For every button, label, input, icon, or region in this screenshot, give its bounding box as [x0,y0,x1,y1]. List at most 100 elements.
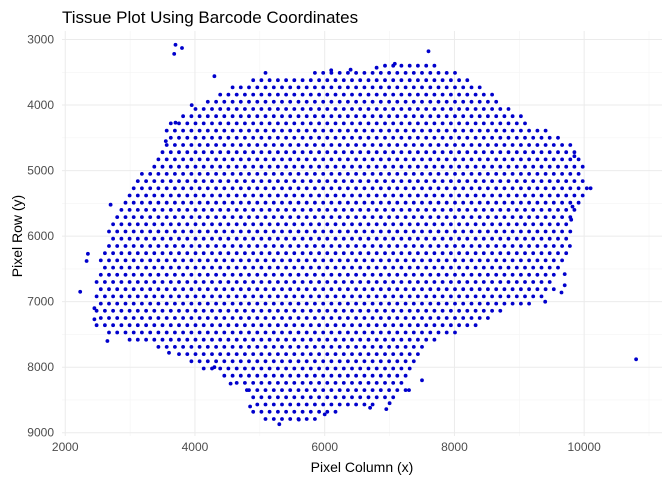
scatter-point [160,208,165,212]
scatter-point [383,366,387,371]
scatter-point [276,323,280,328]
scatter-point [403,272,408,277]
scatter-point [210,280,214,284]
scatter-point [547,193,552,198]
scatter-point [214,316,219,320]
scatter-point [189,157,194,162]
scatter-point [321,359,326,364]
scatter-point [350,352,354,356]
scatter-point [399,280,404,284]
scatter-point [378,316,383,320]
scatter-point [387,99,391,104]
scatter-point [391,337,396,342]
scatter-point [218,280,223,284]
scatter-point [543,157,548,162]
scatter-point [321,229,326,234]
scatter-point [428,172,433,176]
scatter-point [358,352,363,356]
scatter-point [243,92,247,97]
scatter-point [164,330,169,335]
scatter-point [337,402,342,407]
scatter-point [551,186,556,191]
scatter-point [428,114,433,119]
scatter-point [263,330,268,335]
scatter-point [346,229,350,234]
scatter-point [288,316,293,320]
scatter-point [449,294,453,299]
scatter-point [486,301,490,306]
scatter-point [416,208,420,212]
scatter-point [506,179,511,184]
scatter-point [255,157,260,162]
scatter-point [255,388,260,392]
scatter-point [255,287,260,292]
scatter-point [300,150,305,155]
scatter-point [308,265,313,270]
scatter-point [292,78,297,83]
scatter-point [348,67,353,72]
scatter-point [218,251,223,256]
scatter-point [346,85,350,90]
scatter-point [370,99,375,104]
scatter-point [214,287,219,292]
scatter-point [362,244,367,248]
scatter-point [481,193,486,198]
scatter-point [263,71,268,75]
scatter-point [477,316,482,320]
scatter-point [469,172,474,176]
scatter-point [247,345,251,349]
scatter-point [300,409,305,414]
scatter-point [378,186,383,191]
scatter-point [325,308,330,313]
scatter-point [354,345,358,349]
scatter-point [358,236,363,241]
scatter-point [329,68,334,73]
scatter-point [284,409,288,414]
scatter-point [140,258,144,263]
scatter-point [152,236,157,241]
scatter-point [259,135,264,140]
scatter-point [222,172,227,176]
scatter-point [222,99,227,104]
scatter-point [313,417,317,421]
scatter-point [329,186,334,191]
scatter-point [527,272,531,277]
scatter-point [411,258,416,263]
scatter-point [218,135,223,140]
scatter-point [469,244,474,248]
scatter-point [378,244,383,248]
scatter-point [461,272,466,277]
scatter-point [152,193,157,198]
scatter-point [181,215,186,220]
scatter-point [395,215,400,220]
scatter-point [444,99,449,104]
scatter-point [226,121,231,126]
scatter-point [354,157,358,162]
scatter-point [321,128,326,133]
scatter-point [428,71,433,75]
scatter-point [226,323,231,328]
scatter-point [560,157,564,162]
scatter-point [259,265,264,270]
scatter-point [457,323,461,328]
scatter-point [494,172,499,176]
scatter-point [457,236,461,241]
scatter-point [337,200,342,205]
scatter-point [255,402,260,407]
scatter-point [358,150,363,155]
scatter-point [506,135,511,140]
scatter-point [444,215,449,220]
x-tick-label: 8000 [441,440,468,454]
scatter-point [449,265,453,270]
scatter-point [350,381,354,385]
scatter-point [271,359,276,364]
scatter-point [317,280,321,284]
scatter-point [374,92,379,97]
scatter-point [354,272,358,277]
scatter-point [267,208,272,212]
scatter-point [115,301,120,306]
scatter-point [243,193,247,198]
scatter-point [181,114,186,119]
scatter-point [300,265,305,270]
scatter-point [346,215,350,220]
